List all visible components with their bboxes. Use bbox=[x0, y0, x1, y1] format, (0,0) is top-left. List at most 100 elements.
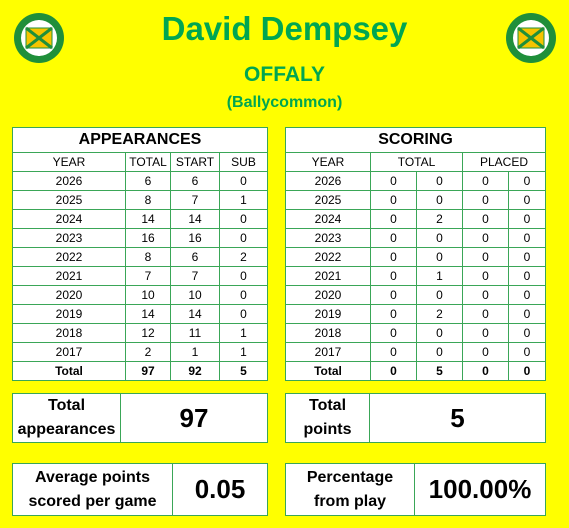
value-cell: 1 bbox=[416, 266, 463, 286]
value-cell: 0 bbox=[370, 209, 417, 229]
total-appearances-value: 97 bbox=[179, 402, 209, 433]
value-cell: 10 bbox=[170, 285, 220, 305]
percentage-from-play-label: Percentage from play bbox=[286, 464, 415, 515]
value-cell: 14 bbox=[170, 304, 220, 324]
value-cell: 0 bbox=[370, 342, 417, 362]
value-cell: 14 bbox=[125, 304, 171, 324]
year-cell: 2025 bbox=[12, 190, 126, 210]
appearances-table: APPEARANCES YEAR TOTAL START SUB 2026 6 6 0… bbox=[12, 127, 268, 381]
year-cell: 2017 bbox=[285, 342, 371, 362]
percentage-from-play-value: 100.00% bbox=[428, 474, 532, 504]
value-cell: 0 bbox=[370, 190, 417, 210]
value-cell: 0 bbox=[462, 209, 509, 229]
table-row: 2022 0 0 0 0 bbox=[285, 247, 547, 267]
year-cell: 2023 bbox=[285, 228, 371, 248]
total-label-cell: Total bbox=[285, 361, 371, 381]
year-cell: 2018 bbox=[12, 323, 126, 343]
value-cell: 0 bbox=[462, 228, 509, 248]
value-cell: 0 bbox=[462, 266, 509, 286]
total-value-cell: 0 bbox=[370, 361, 417, 381]
value-cell: 0 bbox=[507, 209, 547, 229]
offaly-crest-right bbox=[506, 13, 556, 63]
column-header: TOTAL bbox=[370, 152, 463, 172]
value-cell: 0 bbox=[370, 247, 417, 267]
value-cell: 6 bbox=[125, 171, 171, 191]
value-cell: 1 bbox=[219, 342, 268, 362]
value-cell: 2 bbox=[219, 247, 268, 267]
value-cell: 7 bbox=[170, 190, 220, 210]
value-cell: 0 bbox=[219, 266, 268, 286]
value-cell: 11 bbox=[170, 323, 220, 343]
value-cell: 0 bbox=[462, 304, 509, 324]
value-cell: 0 bbox=[507, 266, 547, 286]
table-row: 2018 0 0 0 0 bbox=[285, 323, 547, 343]
table-row: 2025 8 7 1 bbox=[12, 190, 268, 210]
table-row: 2019 0 2 0 0 bbox=[285, 304, 547, 324]
value-cell: 0 bbox=[416, 247, 463, 267]
value-cell: 0 bbox=[370, 285, 417, 305]
value-cell: 0 bbox=[416, 323, 463, 343]
total-value-cell: 97 bbox=[125, 361, 171, 381]
value-cell: 0 bbox=[507, 190, 547, 210]
table-row: 2017 0 0 0 0 bbox=[285, 342, 547, 362]
total-value-cell: 5 bbox=[416, 361, 463, 381]
value-cell: 14 bbox=[170, 209, 220, 229]
total-points-value: 5 bbox=[450, 402, 465, 433]
year-cell: 2023 bbox=[12, 228, 126, 248]
value-cell: 0 bbox=[219, 285, 268, 305]
value-cell: 7 bbox=[125, 266, 171, 286]
average-points-box: Average points scored per game 0.05 bbox=[12, 463, 268, 516]
value-cell: 0 bbox=[416, 171, 463, 191]
player-name: David Dempsey bbox=[161, 10, 408, 47]
table-row: 2025 0 0 0 0 bbox=[285, 190, 547, 210]
total-label-cell: Total bbox=[12, 361, 126, 381]
total-appearances-box: Total appearances 97 bbox=[12, 393, 268, 443]
year-cell: 2025 bbox=[285, 190, 371, 210]
value-cell: 0 bbox=[462, 171, 509, 191]
club-name: (Ballycommon) bbox=[226, 94, 343, 111]
value-cell: 0 bbox=[462, 247, 509, 267]
value-cell: 6 bbox=[170, 247, 220, 267]
value-cell: 2 bbox=[125, 342, 171, 362]
year-cell: 2019 bbox=[285, 304, 371, 324]
county-name: OFFALY bbox=[244, 63, 325, 86]
year-cell: 2020 bbox=[12, 285, 126, 305]
total-value-cell: 5 bbox=[219, 361, 268, 381]
value-cell: 0 bbox=[507, 285, 547, 305]
table-row: 2019 14 14 0 bbox=[12, 304, 268, 324]
table-row: 2026 6 6 0 bbox=[12, 171, 268, 191]
value-cell: 14 bbox=[125, 209, 171, 229]
year-cell: 2019 bbox=[12, 304, 126, 324]
percentage-from-play-box: Percentage from play 100.00% bbox=[285, 463, 546, 516]
total-appearances-label: Total appearances bbox=[13, 394, 121, 442]
column-header: START bbox=[170, 152, 220, 172]
year-cell: 2026 bbox=[12, 171, 126, 191]
value-cell: 0 bbox=[507, 342, 547, 362]
value-cell: 8 bbox=[125, 247, 171, 267]
year-cell: 2017 bbox=[12, 342, 126, 362]
table-row: 2018 12 11 1 bbox=[12, 323, 268, 343]
table-row: 2023 16 16 0 bbox=[12, 228, 268, 248]
average-points-value: 0.05 bbox=[194, 474, 246, 504]
value-cell: 2 bbox=[416, 304, 463, 324]
average-points-label: Average points scored per game bbox=[13, 464, 173, 515]
column-header: PLACED bbox=[461, 152, 547, 172]
total-value-cell: 0 bbox=[462, 361, 509, 381]
value-cell: 16 bbox=[125, 228, 171, 248]
value-cell: 0 bbox=[370, 266, 417, 286]
value-cell: 1 bbox=[219, 323, 268, 343]
appearances-heading: APPEARANCES bbox=[12, 127, 268, 153]
scoring-table: SCORING YEAR TOTAL PLACED 2026 0 0 0 0 2025 0 0… bbox=[284, 127, 547, 381]
value-cell: 0 bbox=[370, 323, 417, 343]
table-row: 2024 14 14 0 bbox=[12, 209, 268, 229]
table-row: 2022 8 6 2 bbox=[12, 247, 268, 267]
table-row: 2020 0 0 0 0 bbox=[285, 285, 547, 305]
table-row: 2023 0 0 0 0 bbox=[285, 228, 547, 248]
value-cell: 0 bbox=[507, 247, 547, 267]
value-cell: 0 bbox=[416, 190, 463, 210]
value-cell: 0 bbox=[370, 304, 417, 324]
year-cell: 2022 bbox=[12, 247, 126, 267]
value-cell: 0 bbox=[462, 342, 509, 362]
value-cell: 7 bbox=[170, 266, 220, 286]
value-cell: 8 bbox=[125, 190, 171, 210]
